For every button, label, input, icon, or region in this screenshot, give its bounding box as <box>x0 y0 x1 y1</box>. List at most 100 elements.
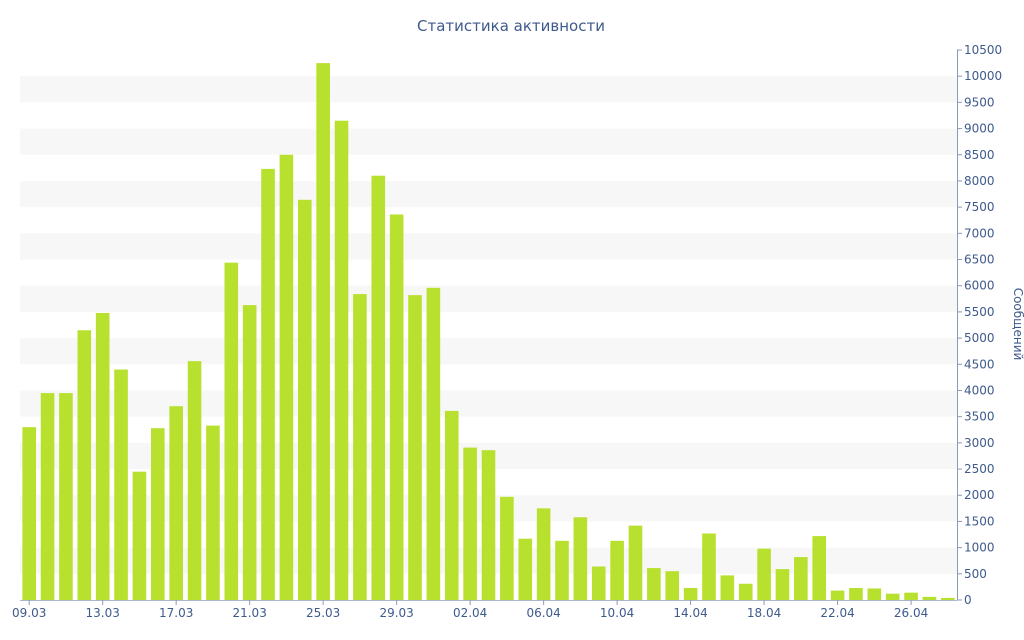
y-tick-label: 4000 <box>964 383 995 397</box>
bar <box>334 120 349 601</box>
bar <box>77 330 92 600</box>
bar-series <box>22 63 955 601</box>
bar <box>812 536 827 600</box>
x-tick-label: 26.04 <box>894 606 928 620</box>
y-tick-label: 1000 <box>964 541 995 555</box>
x-tick-label: 06.04 <box>526 606 560 620</box>
bar <box>738 583 753 600</box>
y-tick-label: 2500 <box>964 462 995 476</box>
y-tick-label: 6500 <box>964 253 995 267</box>
y-tick-label: 7500 <box>964 200 995 214</box>
y-tick-label: 3000 <box>964 436 995 450</box>
y-tick-label: 10000 <box>964 69 1002 83</box>
bar <box>536 508 551 600</box>
bar <box>242 305 257 600</box>
bar <box>463 447 477 600</box>
y-tick-label: 7000 <box>964 226 995 240</box>
bar <box>389 214 404 601</box>
bar <box>40 393 55 600</box>
bar <box>610 540 624 600</box>
y-tick-label: 9500 <box>964 95 995 109</box>
bar <box>353 294 367 600</box>
y-tick-label: 8500 <box>964 148 995 162</box>
x-tick-label: 22.04 <box>820 606 854 620</box>
bar <box>132 471 147 600</box>
bar <box>647 568 661 600</box>
y-tick-label: 9000 <box>964 122 995 136</box>
bar <box>297 199 312 600</box>
grid-band <box>20 285 957 312</box>
bar <box>702 533 716 600</box>
bar <box>371 175 386 600</box>
y-tick-label: 8000 <box>964 174 995 188</box>
grid-band <box>20 76 957 103</box>
bar <box>775 569 790 600</box>
x-tick-label: 29.03 <box>379 606 413 620</box>
bar <box>261 168 275 600</box>
y-tick-label: 6000 <box>964 279 995 293</box>
bar <box>591 566 606 600</box>
bar <box>151 428 165 600</box>
bar <box>224 262 239 600</box>
x-tick-label: 02.04 <box>453 606 487 620</box>
bar <box>555 540 569 600</box>
bar <box>683 587 698 600</box>
bar <box>922 596 937 600</box>
grid-bands <box>20 76 957 574</box>
bar <box>904 592 918 600</box>
y-tick-label: 1500 <box>964 514 995 528</box>
bar <box>794 557 808 600</box>
x-tick-label: 17.03 <box>159 606 193 620</box>
x-tick-label: 10.04 <box>600 606 634 620</box>
bar <box>206 425 220 600</box>
x-tick-label: 18.04 <box>747 606 781 620</box>
bar <box>849 587 863 600</box>
bar <box>59 393 73 600</box>
bar <box>426 287 441 600</box>
x-axis: 09.03 13.03 17.03 21.03 25.03 29.03 02.04 06.04… <box>12 600 957 620</box>
bar <box>187 361 202 600</box>
bar <box>95 312 110 600</box>
x-tick-label: 09.03 <box>12 606 46 620</box>
bar <box>830 590 845 600</box>
bar <box>518 538 533 600</box>
bar <box>757 548 771 600</box>
bar <box>444 410 459 600</box>
y-tick-label: 2000 <box>964 488 995 502</box>
grid-band <box>20 180 957 208</box>
grid-band <box>20 233 957 260</box>
y-tick-label: 500 <box>964 567 987 581</box>
bar <box>628 525 643 600</box>
bar <box>665 571 680 600</box>
grid-band <box>20 338 957 365</box>
bar <box>169 406 183 600</box>
bar <box>867 588 882 600</box>
grid-band <box>20 390 957 417</box>
bar <box>114 369 128 600</box>
bar <box>408 295 422 600</box>
y-axis: 0 500 1000 1500 2000 2500 3000 3500 4000 4500 5000… <box>957 43 1002 607</box>
x-tick-label: 25.03 <box>306 606 340 620</box>
y-tick-label: 5000 <box>964 331 995 345</box>
x-tick-label: 14.04 <box>673 606 707 620</box>
bar <box>22 427 36 600</box>
x-tick-label: 21.03 <box>232 606 266 620</box>
bar <box>941 597 955 600</box>
y-tick-label: 3500 <box>964 410 995 424</box>
y-axis-label: Сообщений <box>1011 288 1024 361</box>
bar <box>316 63 330 601</box>
bar <box>279 154 294 600</box>
y-tick-label: 4500 <box>964 357 995 371</box>
bar <box>720 575 735 600</box>
x-tick-label: 13.03 <box>85 606 119 620</box>
y-tick-label: 0 <box>964 593 972 607</box>
y-tick-label: 10500 <box>964 43 1002 57</box>
bar <box>885 593 900 600</box>
bar <box>481 450 496 600</box>
y-tick-label: 5500 <box>964 305 995 319</box>
chart-title: Статистика активности <box>417 17 605 35</box>
bar <box>573 517 588 600</box>
bar <box>500 496 514 600</box>
